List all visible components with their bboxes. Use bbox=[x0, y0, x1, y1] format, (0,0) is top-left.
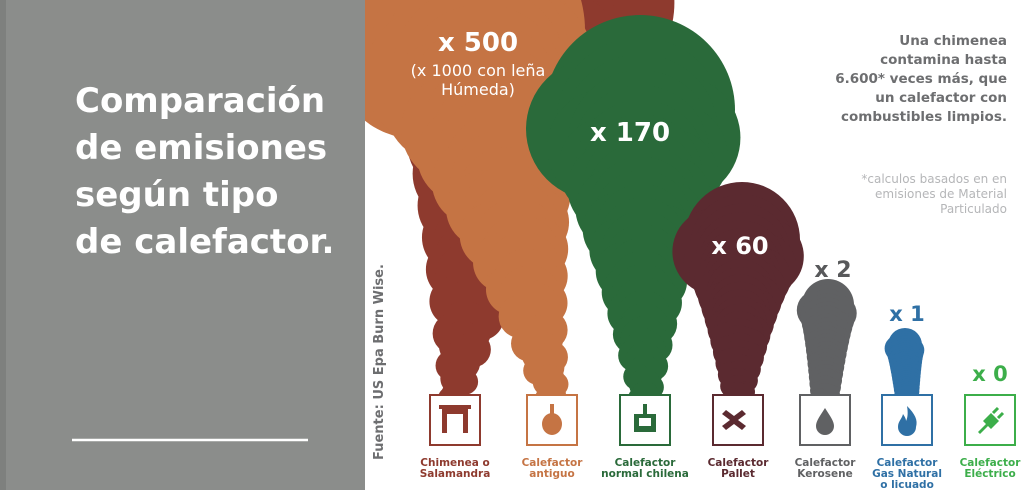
footnote: *calculos basados en en emisiones de Mat… bbox=[857, 172, 1007, 217]
icon-window bbox=[639, 418, 651, 426]
factor: x 170 bbox=[550, 118, 710, 148]
heater-label: Chimenea o Salamandra bbox=[415, 458, 495, 480]
icon bbox=[965, 395, 1015, 445]
icon-stove bbox=[542, 413, 562, 435]
smoke bbox=[672, 182, 803, 408]
icon bbox=[527, 395, 577, 445]
infographic: Comparación de emisiones según tipo de c… bbox=[0, 0, 1021, 490]
heater-label: Calefactor Gas Natural o licuado bbox=[867, 458, 947, 490]
icon bbox=[620, 395, 670, 445]
heater-label: Calefactor Eléctrico bbox=[955, 458, 1021, 480]
panel-strip bbox=[0, 0, 6, 490]
icon-pipe bbox=[643, 404, 647, 414]
heater-label: Calefactor normal chilena bbox=[598, 458, 693, 480]
factor: x 0 bbox=[910, 362, 1021, 386]
icon bbox=[713, 395, 763, 445]
icon-opening bbox=[447, 414, 463, 433]
factor: x 2 bbox=[753, 258, 913, 283]
icon bbox=[430, 395, 480, 445]
factor: x 1 bbox=[827, 302, 987, 326]
title: Comparación de emisiones según tipo de c… bbox=[75, 78, 335, 266]
factor: x 60 bbox=[660, 232, 820, 260]
factor-note: (x 1000 con leña Húmeda) bbox=[403, 61, 553, 99]
icon-pipe bbox=[550, 404, 554, 414]
heater-label: Calefactor Kerosene bbox=[788, 458, 863, 480]
icon bbox=[800, 395, 850, 445]
factor: x 500 bbox=[398, 28, 558, 58]
heater-label: Calefactor Pallet bbox=[703, 458, 773, 480]
icon bbox=[882, 395, 932, 445]
smoke bbox=[797, 279, 857, 407]
source: Fuente: US Epa Burn Wise. bbox=[372, 264, 387, 460]
note: Una chimenea contamina hasta 6.600* vece… bbox=[832, 32, 1007, 127]
heater-label: Calefactor antiguo bbox=[517, 458, 587, 480]
